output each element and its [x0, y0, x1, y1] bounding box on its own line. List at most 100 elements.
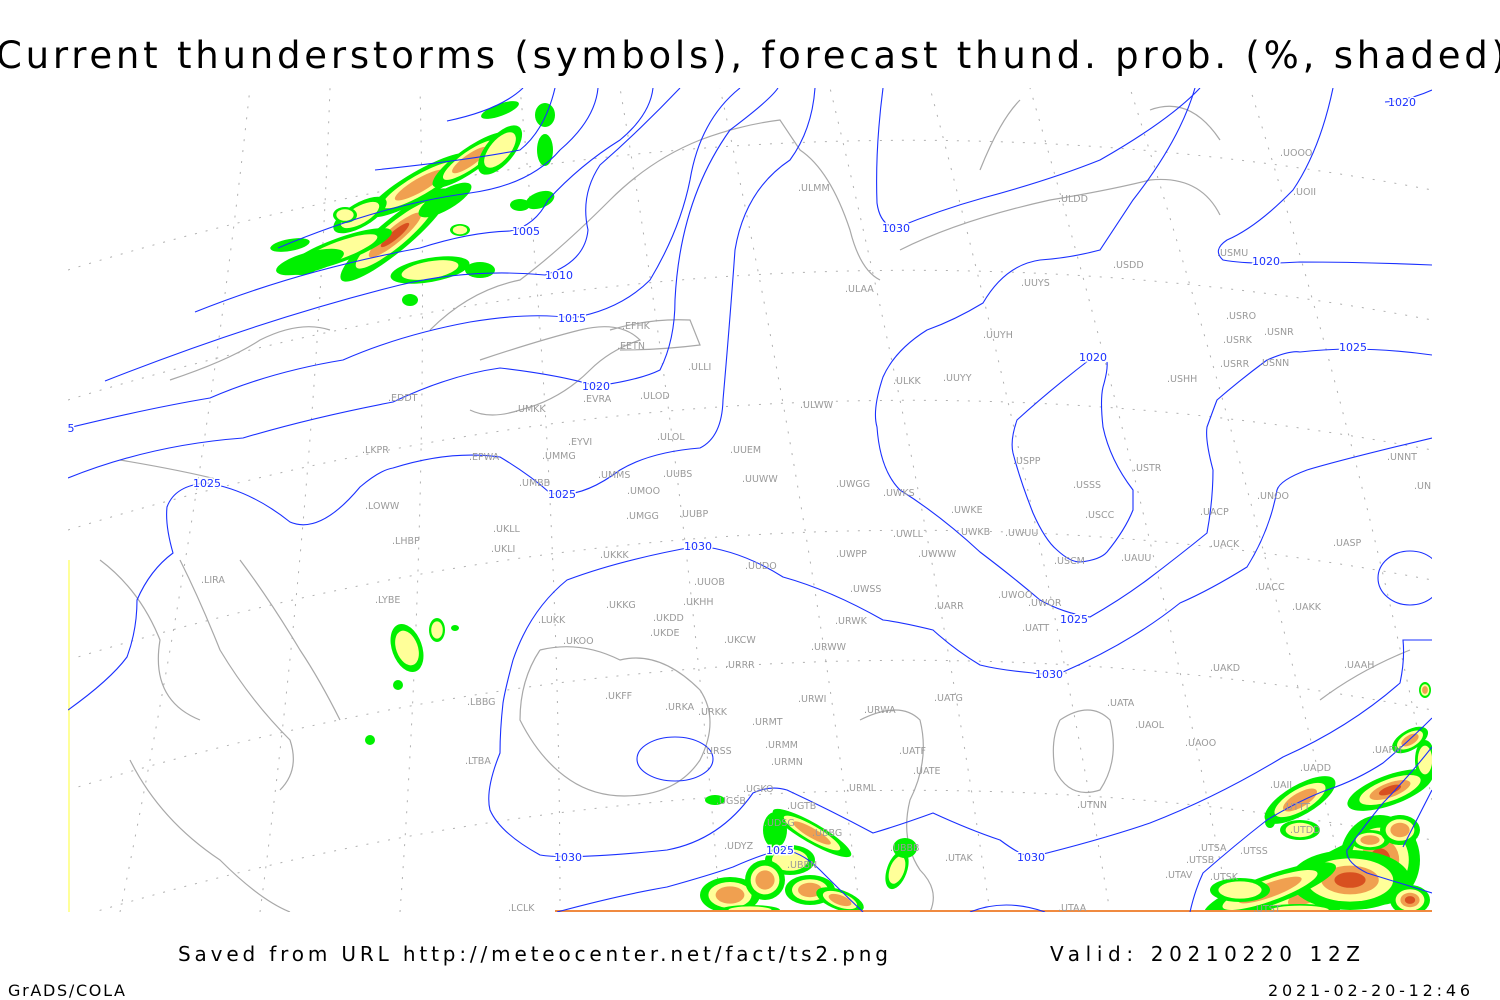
probability-contour-fill — [1285, 822, 1315, 838]
station-label: .UUDO — [745, 561, 777, 572]
coastline-adriatic — [239, 559, 341, 721]
station-label: .UTSS — [1240, 846, 1268, 857]
station-label: .UGTB — [787, 801, 816, 812]
station-label: .UAKD — [1210, 663, 1240, 674]
station-label: .UWLL — [893, 529, 924, 540]
station-label: .URKK — [698, 707, 728, 718]
station-label: .EETN — [617, 341, 645, 352]
station-label: .URWK — [835, 616, 868, 627]
isobar-1025-west — [68, 88, 816, 711]
storm-probability-area — [745, 860, 785, 900]
station-label: .ULLI — [688, 362, 711, 373]
station-label: .URWI — [798, 694, 826, 705]
station-label: .UKHH — [683, 597, 714, 608]
station-label: .UTSK — [1210, 872, 1239, 883]
storm-probability-area — [525, 190, 555, 210]
storm-probability-area — [510, 199, 530, 211]
station-label: .UTAA — [1058, 903, 1087, 914]
station-label: .USDD — [1113, 260, 1144, 271]
station-label: .UADD — [1300, 763, 1331, 774]
station-label: .UWGG — [836, 479, 870, 490]
source-url-caption: Saved from URL http://meteocenter.net/fa… — [178, 942, 888, 966]
storm-probability-area — [333, 207, 357, 223]
isobar-se-2 — [1346, 746, 1432, 894]
coastline-baltic — [469, 326, 642, 416]
storm-probability-area — [451, 625, 459, 631]
station-label: .UTSA — [1198, 843, 1227, 854]
probability-contour-fill — [1390, 822, 1410, 838]
isobar-se-3 — [1402, 789, 1432, 848]
station-label: .UDYZ — [724, 841, 754, 852]
probability-contour-fill — [1334, 872, 1366, 888]
probability-contour-fill — [537, 134, 553, 166]
storm-probability-area — [1380, 815, 1420, 845]
station-label: .UATA — [1107, 698, 1135, 709]
station-label: .UKKG — [606, 600, 636, 611]
probability-contour-fill — [888, 856, 906, 884]
station-label: .UMGG — [626, 511, 659, 522]
station-label: .UKLI — [491, 544, 515, 555]
storm-probability-area — [1419, 682, 1431, 698]
probability-contour-fill — [715, 886, 745, 904]
coastline-gulf-finland — [609, 319, 701, 351]
storm-probability-area — [1390, 885, 1430, 912]
isobar-value-label: 1030 — [882, 222, 910, 235]
station-label: .UUOB — [694, 577, 725, 588]
isobar-value-label: 5 — [68, 422, 75, 435]
coastline-europe-west — [99, 326, 331, 912]
storm-probability-area — [535, 103, 555, 127]
probability-contour-fill — [705, 795, 725, 805]
station-label: .UAOO — [1185, 738, 1216, 749]
station-label: .UTAV — [1165, 870, 1193, 881]
storm-probability-area — [429, 618, 445, 642]
station-label: .UMMS — [598, 470, 630, 481]
station-label: .UWWW — [918, 549, 957, 560]
coastline-black-sea — [519, 646, 711, 797]
storm-probability-area — [885, 850, 909, 890]
isobar-1010 — [104, 88, 681, 382]
coastline-italy — [179, 559, 294, 791]
isobar-value-label: 1025 — [766, 844, 794, 857]
station-label: .URSS — [703, 746, 732, 757]
isobar — [277, 88, 599, 249]
probability-contour-fill — [451, 625, 459, 631]
probability-contour-fill — [431, 621, 443, 639]
probability-contour-fill — [365, 735, 375, 745]
station-label: .UDSG — [764, 818, 795, 829]
station-label: .UTNN — [1077, 800, 1107, 811]
station-label: .UNNT — [1387, 452, 1417, 463]
station-label: .UKLL — [493, 524, 520, 535]
probability-contour-fill — [401, 260, 459, 280]
station-label: .UWOO — [998, 590, 1032, 601]
probability-contour-fill — [394, 169, 446, 201]
storm-probability-area — [1350, 830, 1390, 850]
station-label: .UWKS — [883, 488, 915, 499]
station-label: .UAII — [1270, 780, 1292, 791]
probability-contour-fill — [380, 222, 410, 248]
station-label: .USCM — [1054, 556, 1085, 567]
station-label: .UWSS — [850, 584, 881, 595]
station-label: .USRR — [1220, 359, 1250, 370]
station-label: .UARR — [934, 601, 964, 612]
isobar — [446, 88, 524, 122]
station-label: .UATG — [934, 693, 963, 704]
storm-probability-area — [402, 294, 418, 306]
probability-contour-fill — [285, 265, 315, 275]
station-label: .UACP — [1200, 507, 1229, 518]
isobar-1015 — [68, 88, 741, 429]
station-label: .UAFM — [1372, 745, 1402, 756]
probability-contour-fill — [395, 630, 419, 666]
station-label: .UKOO — [563, 636, 594, 647]
probability-contour-fill — [418, 182, 472, 218]
station-label: .URWW — [811, 642, 847, 653]
station-label: .UOII — [1293, 187, 1316, 198]
station-label: .UGSB — [716, 796, 746, 807]
station-label: .UWUU — [1005, 528, 1038, 539]
station-label: .UUYS — [1021, 278, 1050, 289]
probability-contour-fill — [1378, 784, 1402, 796]
storm-probability-area — [705, 795, 725, 805]
station-label: .ULOL — [657, 432, 685, 443]
storm-probability-area — [1415, 740, 1432, 780]
isobar-1025-south — [556, 849, 864, 912]
probability-contour-fill — [393, 680, 403, 690]
